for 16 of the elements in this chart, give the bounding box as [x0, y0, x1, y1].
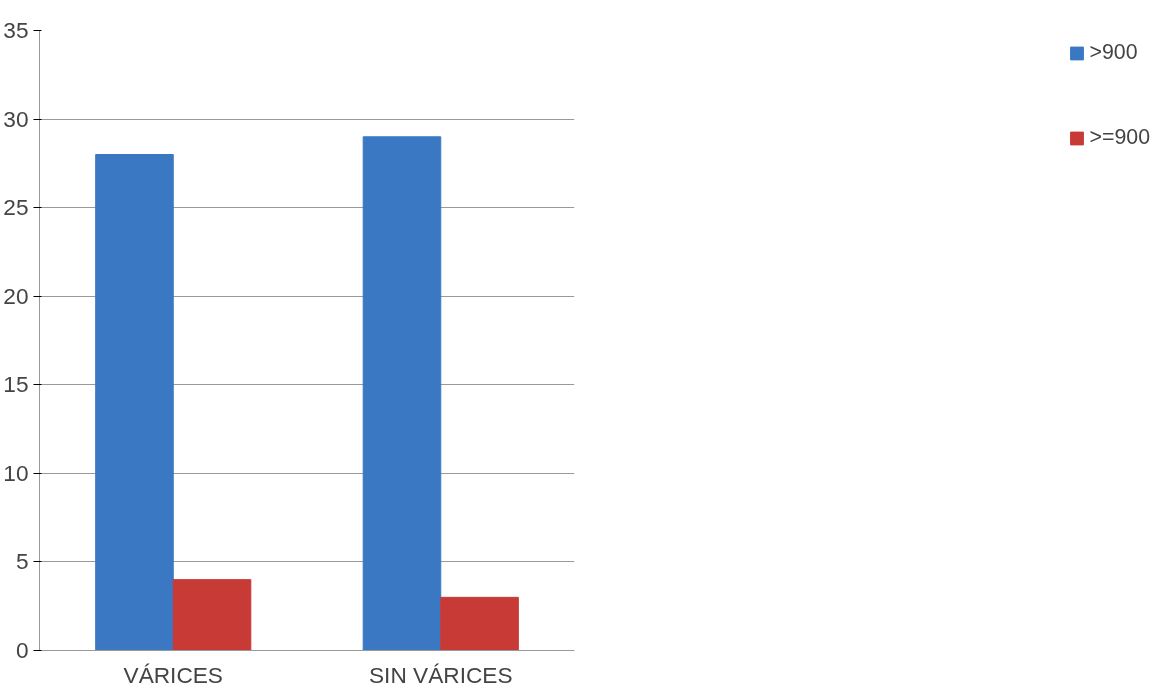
y-tick-label: 30 [3, 105, 29, 132]
y-tick-label: 35 [3, 17, 29, 43]
x-tick-label: VÁRICES [123, 661, 223, 688]
legend-label: >900 [1089, 40, 1138, 65]
legend-label: >=900 [1089, 125, 1150, 150]
x-tick-label: SIN VÁRICES [368, 661, 513, 688]
y-tick-label: 20 [3, 282, 29, 309]
bar [172, 579, 252, 651]
y-tick-label: 10 [3, 459, 29, 486]
bar [362, 136, 442, 651]
y-tick-label: 0 [15, 637, 29, 663]
y-tick-label: 15 [3, 371, 29, 398]
y-tick-label: 5 [15, 548, 29, 575]
bar [440, 596, 519, 651]
bar [95, 154, 174, 651]
y-tick-label: 25 [3, 194, 29, 221]
